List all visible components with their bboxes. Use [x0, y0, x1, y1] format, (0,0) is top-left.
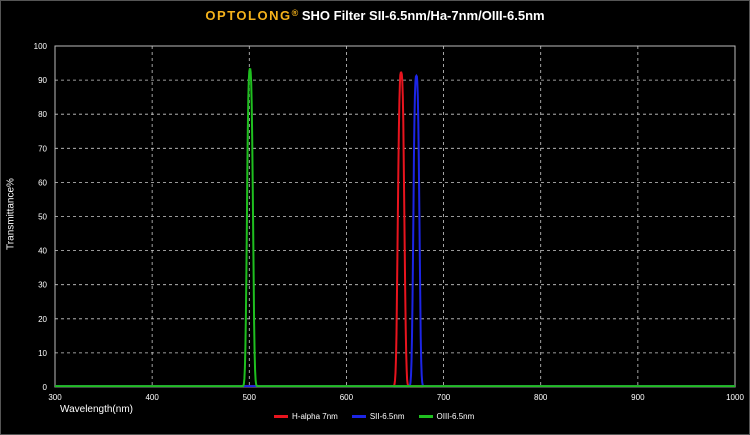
chart-title-text: SHO Filter SII-6.5nm/Ha-7nm/OIII-6.5nm: [301, 8, 545, 23]
x-tick-label: 300: [48, 393, 62, 402]
legend-label: H-alpha 7nm: [292, 412, 338, 421]
legend-item: H-alpha 7nm: [274, 412, 338, 421]
y-tick-label: 0: [43, 383, 48, 392]
legend-item: OIII-6.5nm: [418, 412, 475, 421]
x-tick-label: 1000: [726, 393, 744, 402]
y-tick-label: 40: [38, 247, 47, 256]
x-tick-label: 900: [631, 393, 645, 402]
y-tick-label: 30: [38, 281, 47, 290]
x-axis-label: Wavelength(nm): [60, 404, 133, 415]
y-tick-label: 70: [38, 144, 47, 153]
legend-swatch: [351, 415, 366, 418]
legend-swatch: [418, 415, 433, 418]
x-tick-label: 600: [340, 393, 354, 402]
series-line: [55, 67, 735, 388]
x-tick-label: 800: [534, 393, 548, 402]
y-tick-label: 50: [38, 213, 47, 222]
y-tick-label: 90: [38, 76, 47, 85]
registered-mark: ®: [291, 8, 299, 18]
y-tick-label: 100: [34, 42, 48, 51]
brand-logo: OPTOLONG: [205, 8, 292, 23]
y-tick-label: 60: [38, 178, 47, 187]
legend-item: SII-6.5nm: [351, 412, 405, 421]
chart-title: OPTOLONG® SHO Filter SII-6.5nm/Ha-7nm/OI…: [0, 8, 750, 23]
x-tick-label: 500: [243, 393, 257, 402]
legend-label: OIII-6.5nm: [436, 412, 475, 421]
x-tick-label: 400: [145, 393, 159, 402]
legend-swatch: [274, 415, 288, 418]
y-tick-label: 80: [38, 110, 47, 119]
x-tick-label: 700: [437, 393, 451, 402]
y-tick-label: 20: [38, 315, 47, 324]
legend: H-alpha 7nm SII-6.5nm OIII-6.5nm: [274, 412, 474, 421]
y-tick-label: 10: [38, 349, 47, 358]
legend-label: SII-6.5nm: [369, 412, 405, 421]
